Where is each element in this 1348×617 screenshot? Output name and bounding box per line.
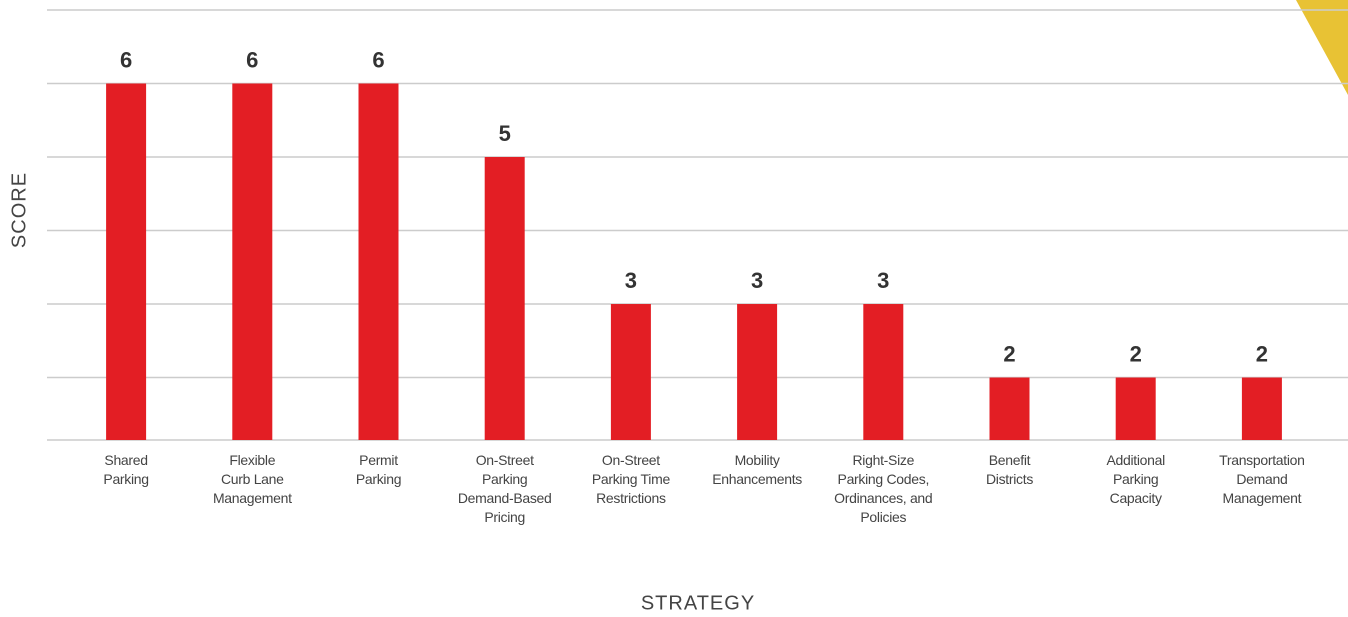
value-label: 3 — [751, 268, 763, 293]
x-tick-label: Mobility Enhancements — [712, 452, 802, 487]
bar — [232, 83, 273, 440]
x-tick-label: Flexible Curb Lane Management — [212, 452, 292, 506]
bar — [358, 83, 399, 440]
x-tick-label: Transportation Demand Management — [1219, 452, 1305, 506]
x-tick-label: Benefit Districts — [985, 452, 1034, 487]
bar — [1115, 377, 1156, 440]
x-axis-label: STRATEGY — [641, 592, 755, 614]
bar — [1241, 377, 1282, 440]
bar — [484, 157, 525, 440]
x-tick-label: Additional Parking Capacity — [1106, 452, 1165, 506]
value-label: 3 — [877, 268, 889, 293]
bar — [989, 377, 1030, 440]
decoration — [1296, 0, 1348, 95]
value-label: 6 — [246, 47, 258, 72]
value-label: 6 — [120, 47, 132, 72]
value-label: 5 — [499, 121, 511, 146]
x-tick-label: Shared Parking — [103, 452, 149, 487]
bar — [610, 304, 651, 440]
x-tick-label: Right-Size Parking Codes, Ordinances, an… — [834, 452, 933, 525]
x-tick-label: On-Street Parking Time Restrictions — [591, 452, 670, 506]
value-label: 6 — [372, 47, 384, 72]
y-axis-label: SCORE — [8, 172, 30, 248]
x-tick-label: On-Street Parking Demand-Based Pricing — [457, 452, 552, 525]
bar — [863, 304, 904, 440]
value-label: 2 — [1130, 341, 1142, 366]
bar — [737, 304, 778, 440]
bar — [106, 83, 147, 440]
x-tick-label: Permit Parking — [355, 452, 402, 487]
value-label: 2 — [1256, 341, 1268, 366]
value-label: 2 — [1003, 341, 1015, 366]
value-label: 3 — [625, 268, 637, 293]
